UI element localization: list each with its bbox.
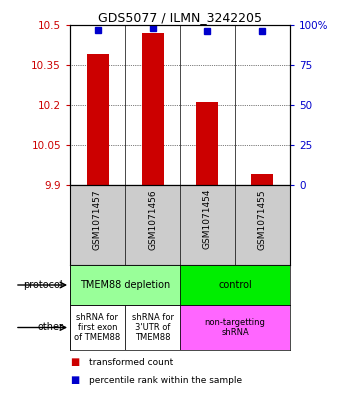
Title: GDS5077 / ILMN_3242205: GDS5077 / ILMN_3242205 [98, 11, 262, 24]
Text: GSM1071457: GSM1071457 [93, 189, 102, 250]
Bar [180, 265, 290, 305]
Bar [70, 265, 180, 305]
Text: shRNA for
first exon
of TMEM88: shRNA for first exon of TMEM88 [74, 312, 121, 342]
Bar [252, 174, 273, 185]
Bar [125, 305, 180, 350]
Bar [70, 305, 125, 350]
Text: ■: ■ [70, 375, 79, 385]
Bar [86, 54, 108, 185]
Text: non-targetting
shRNA: non-targetting shRNA [205, 318, 266, 337]
Bar [141, 33, 164, 185]
Text: GSM1071456: GSM1071456 [148, 189, 157, 250]
Text: protocol: protocol [23, 280, 63, 290]
Text: percentile rank within the sample: percentile rank within the sample [89, 376, 242, 385]
Text: ■: ■ [70, 357, 79, 367]
Text: transformed count: transformed count [89, 358, 173, 367]
Text: TMEM88 depletion: TMEM88 depletion [80, 280, 170, 290]
Bar [180, 305, 290, 350]
Text: shRNA for
3'UTR of
TMEM88: shRNA for 3'UTR of TMEM88 [132, 312, 173, 342]
Text: GSM1071454: GSM1071454 [203, 189, 212, 250]
Text: control: control [218, 280, 252, 290]
Bar [197, 102, 219, 185]
Text: other: other [37, 323, 63, 332]
Text: GSM1071455: GSM1071455 [258, 189, 267, 250]
